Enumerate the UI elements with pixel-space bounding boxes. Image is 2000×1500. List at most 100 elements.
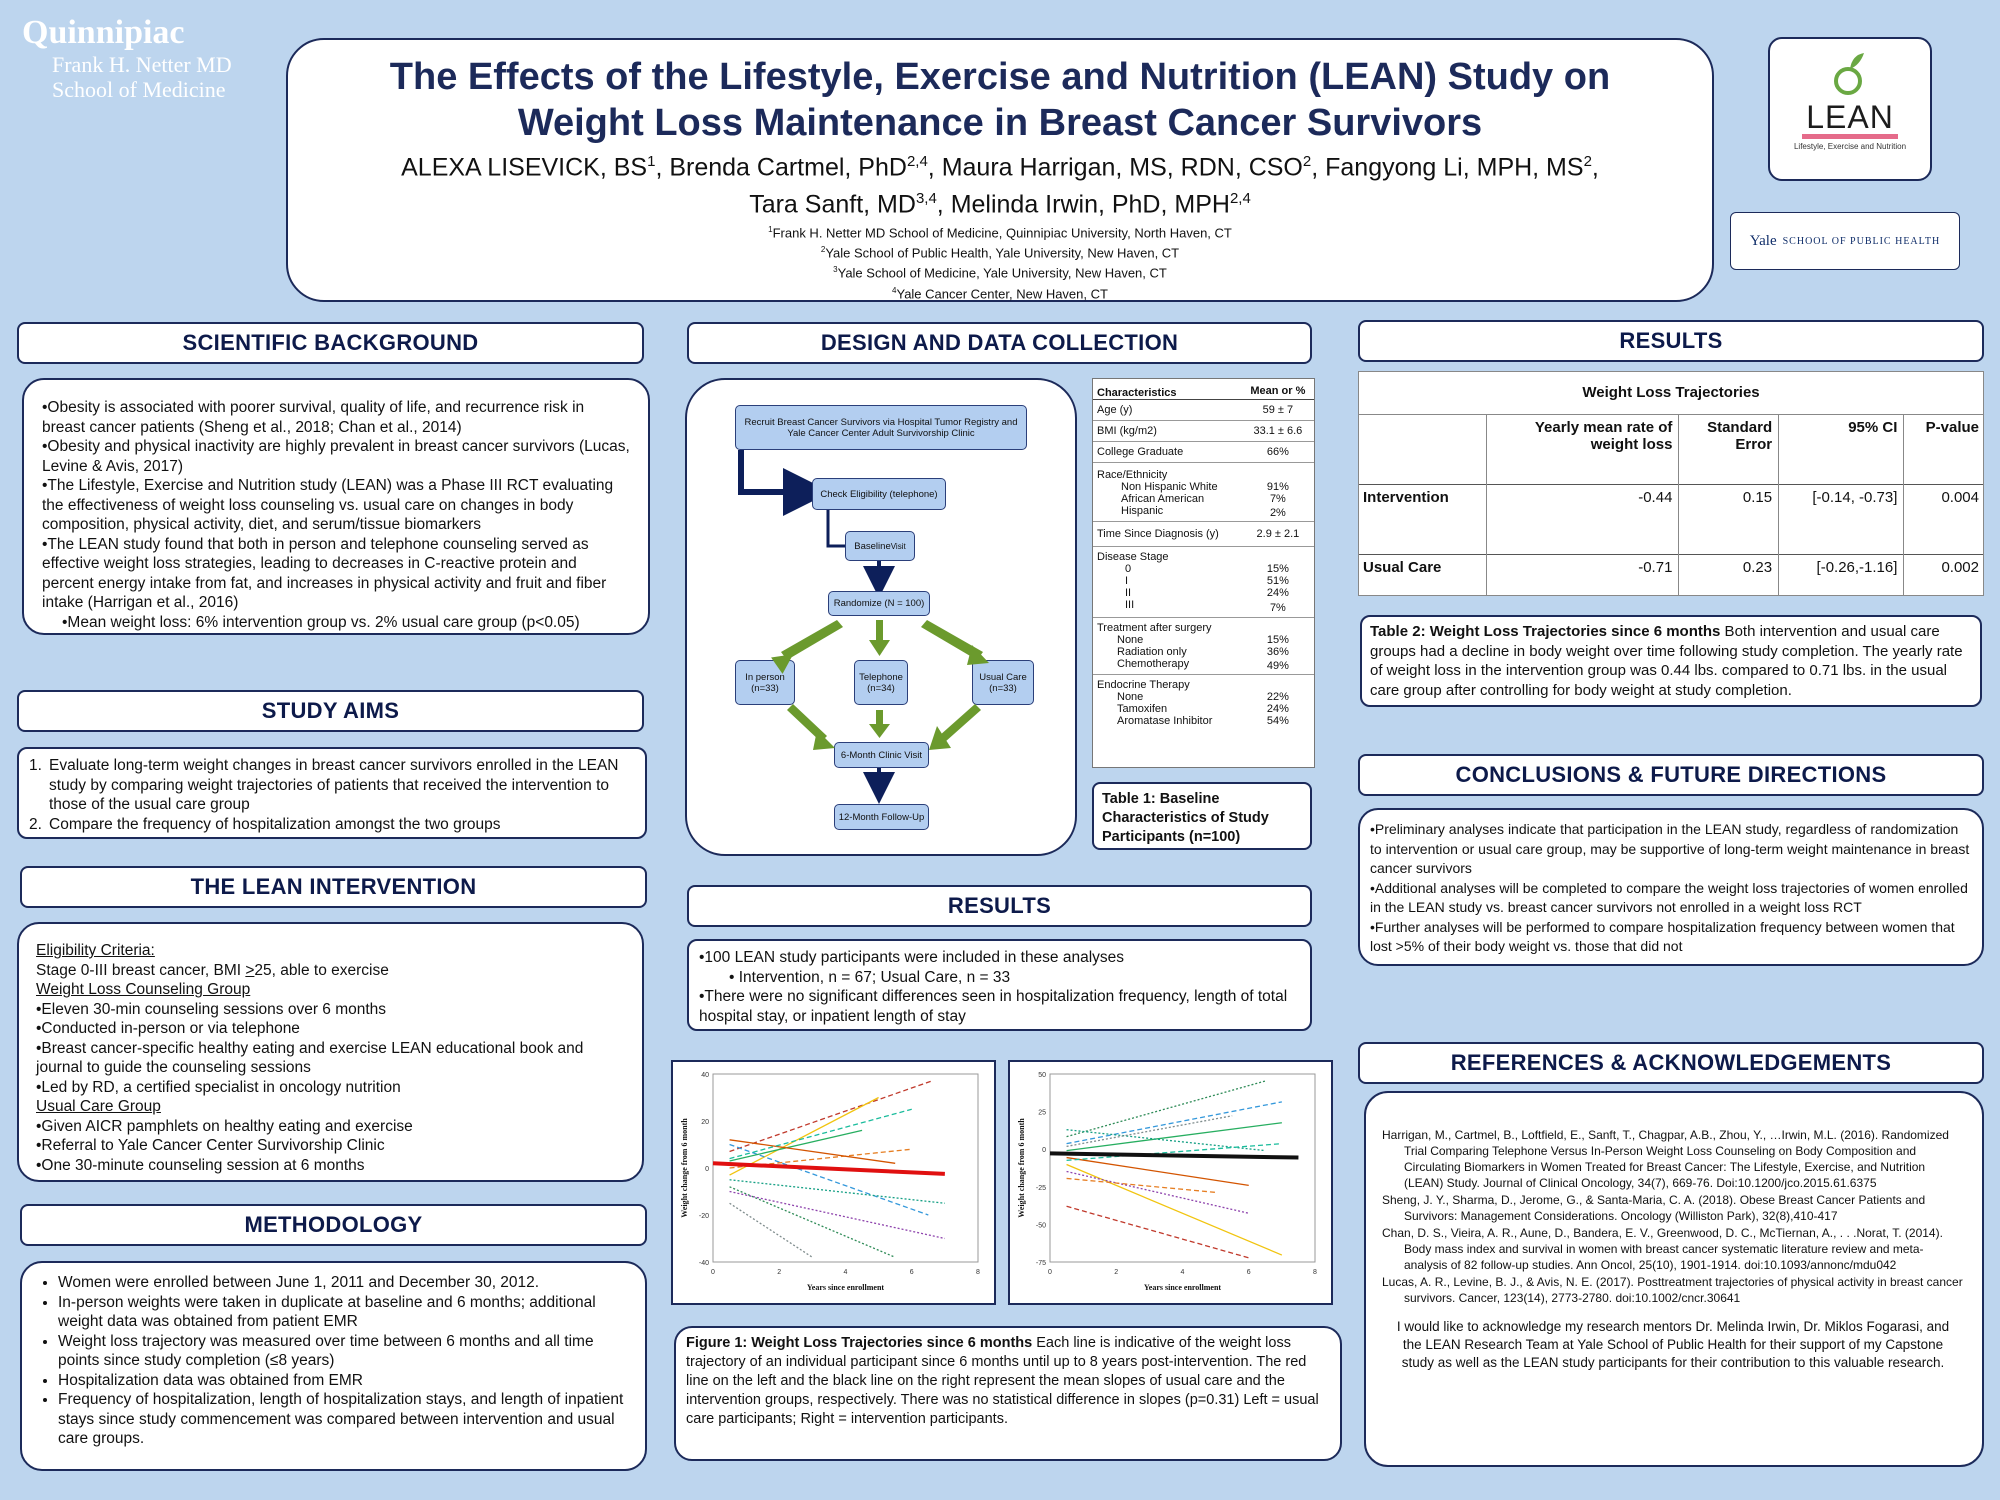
x-tick-label: 0 bbox=[711, 1269, 715, 1276]
t1-age: Age (y) bbox=[1097, 404, 1133, 416]
t1-col-mean: Mean or % bbox=[1250, 385, 1306, 397]
aims-box: 1. Evaluate long-term weight changes in b… bbox=[17, 747, 647, 839]
t1-race-2: African American bbox=[1121, 493, 1205, 505]
weight-loss-group-heading: Weight Loss Counseling Group bbox=[36, 981, 251, 998]
trajectory-line bbox=[729, 1202, 813, 1258]
table1-box: Characteristics Mean or % Age (y) 59 ± 7 B… bbox=[1092, 378, 1315, 768]
x-axis-label: Years since enrollment bbox=[1144, 1283, 1222, 1292]
background-bullet-5: •Mean weight loss: 6% intervention group… bbox=[62, 613, 580, 631]
table2-col-rate: Yearly mean rate of weight loss bbox=[1486, 414, 1680, 484]
t1-age-value: 59 ± 7 bbox=[1262, 404, 1294, 416]
intervention-heading: THE LEAN INTERVENTION bbox=[20, 866, 647, 908]
table2-intervention-ci: [-0.14, -0.73] bbox=[1778, 484, 1905, 554]
t1-treatment: Treatment after surgery bbox=[1097, 622, 1212, 634]
quinnipiac-logo: Quinnipiac Frank H. Netter MD School of … bbox=[22, 14, 282, 102]
t1-stage-2: II bbox=[1125, 587, 1132, 599]
t1-stage-3-value: 7% bbox=[1269, 602, 1286, 614]
method-bullet-1: Women were enrolled between June 1, 2011… bbox=[58, 1273, 635, 1293]
results-right-heading: RESULTS bbox=[1358, 320, 1984, 362]
t1-endocrine-2: Tamoxifen bbox=[1117, 703, 1168, 715]
method-bullet-5: Frequency of hospitalization, length of … bbox=[58, 1390, 635, 1449]
background-bullet-2: •Obesity and physical inactivity are hig… bbox=[42, 438, 630, 475]
uc-bullet-1: •Given AICR pamphlets on healthy eating … bbox=[36, 1117, 413, 1135]
t1-stage-1-value: 51% bbox=[1266, 575, 1289, 587]
fc-6-month: 6-Month Clinic Visit bbox=[834, 742, 929, 768]
chart-usual-care-svg: 0 2 4 6 8 40 20 0 -20 -40 Years since enrollment We… bbox=[680, 1072, 980, 1292]
y-tick-label: -50 bbox=[1036, 1222, 1046, 1229]
results-mid-heading: RESULTS bbox=[687, 885, 1312, 927]
reference-2: Sheng, J. Y., Sharma, D., Jerome, G., & … bbox=[1382, 1193, 1926, 1223]
figure1-caption-text: Each line is indicative of the weight lo… bbox=[686, 1335, 1319, 1427]
references-box: Harrigan, M., Cartmel, B., Loftfield, E.… bbox=[1364, 1091, 1984, 1467]
table2-row-usual-care: Usual Care bbox=[1359, 554, 1487, 595]
fc-in-person: In person (n=33) bbox=[735, 660, 795, 705]
t1-race: Race/Ethnicity bbox=[1097, 469, 1168, 481]
mean-slope-line bbox=[1049, 1151, 1299, 1160]
poster-title-line1: The Effects of the Lifestyle, Exercise a… bbox=[389, 56, 1611, 98]
t1-endocrine-3-value: 54% bbox=[1266, 715, 1289, 727]
reference-4: Lucas, A. R., Levine, B. J., & Avis, N. … bbox=[1382, 1275, 1963, 1305]
trajectory-line bbox=[1066, 1122, 1282, 1152]
acknowledgement: I would like to acknowledge my research … bbox=[1396, 1319, 1950, 1370]
design-heading: DESIGN AND DATA COLLECTION bbox=[687, 322, 1312, 364]
results-mid-bullet-1: •100 LEAN study participants were includ… bbox=[699, 949, 1125, 966]
netter-line2: School of Medicine bbox=[52, 77, 226, 102]
background-bullet-4: •The LEAN study found that both in perso… bbox=[42, 535, 607, 612]
y-tick-label: 0 bbox=[1042, 1147, 1046, 1154]
lean-wordmark: LEAN bbox=[1806, 99, 1894, 135]
t1-endocrine-2-value: 24% bbox=[1266, 703, 1289, 715]
conclusions-heading: CONCLUSIONS & FUTURE DIRECTIONS bbox=[1358, 754, 1984, 796]
methodology-heading: METHODOLOGY bbox=[20, 1204, 647, 1246]
aims-heading: STUDY AIMS bbox=[17, 690, 644, 732]
reference-1: Harrigan, M., Cartmel, B., Loftfield, E.… bbox=[1382, 1128, 1949, 1190]
fc-12-month: 12-Month Follow-Up bbox=[834, 804, 929, 830]
x-tick-label: 6 bbox=[910, 1269, 914, 1276]
t1-race-1-value: 91% bbox=[1266, 481, 1289, 493]
conclusion-3: •Further analyses will be performed to c… bbox=[1370, 918, 1955, 955]
fc-telephone: Telephone (n=34) bbox=[854, 660, 908, 705]
t1-time-since-diagnosis: Time Since Diagnosis (y) bbox=[1097, 528, 1219, 540]
x-tick-label: 6 bbox=[1247, 1269, 1251, 1276]
t1-treatment-3-value: 49% bbox=[1266, 660, 1289, 672]
figure1-caption-title: Figure 1: Weight Loss Trajectories since… bbox=[686, 1335, 1033, 1351]
mean-slope-line bbox=[712, 1161, 945, 1176]
t1-endocrine-3: Aromatase Inhibitor bbox=[1117, 715, 1213, 727]
results-mid-bullet-3: •There were no significant differences s… bbox=[699, 988, 1288, 1025]
wl-bullet-4: •Led by RD, a certified specialist in on… bbox=[36, 1078, 401, 1096]
method-bullet-3: Weight loss trajectory was measured over… bbox=[58, 1332, 635, 1371]
t1-bmi-value: 33.1 ± 6.6 bbox=[1253, 425, 1303, 437]
t1-stage-2-value: 24% bbox=[1266, 587, 1289, 599]
table2-usual-care-p: 0.002 bbox=[1941, 558, 1979, 576]
x-tick-label: 0 bbox=[1048, 1269, 1052, 1276]
t1-stage: Disease Stage bbox=[1097, 551, 1169, 563]
trajectory-line bbox=[1066, 1129, 1266, 1152]
x-tick-label: 8 bbox=[976, 1269, 980, 1276]
t1-treatment-1-value: 15% bbox=[1266, 634, 1289, 646]
table2-col-p: P-value bbox=[1925, 418, 1979, 436]
background-box: •Obesity is associated with poorer survi… bbox=[22, 378, 650, 635]
t1-endocrine-1-value: 22% bbox=[1266, 691, 1289, 703]
reference-3: Chan, D. S., Vieira, A. R., Aune, D., Ba… bbox=[1382, 1226, 1943, 1272]
table2-box: Weight Loss Trajectories Yearly mean rat… bbox=[1358, 371, 1984, 596]
y-tick-label: 50 bbox=[1038, 1072, 1046, 1079]
t1-treatment-2: Radiation only bbox=[1117, 646, 1187, 658]
table2-caption: Table 2: Weight Loss Trajectories since … bbox=[1360, 615, 1982, 707]
chart-intervention-svg: 0 2 4 6 8 50 25 0 -25 -50 -75 Years since enrollmen… bbox=[1017, 1072, 1317, 1292]
background-bullet-1: •Obesity is associated with poorer survi… bbox=[42, 399, 585, 436]
y-axis-label: Weight change from 6 month bbox=[680, 1118, 689, 1218]
poster-title-line2: Weight Loss Maintenance in Breast Cancer… bbox=[517, 102, 1483, 144]
lean-logo-bar bbox=[1802, 134, 1898, 139]
authors-line2: Tara Sanft, MD3,4, Melinda Irwin, PhD, M… bbox=[749, 190, 1251, 219]
lean-tagline: Lifestyle, Exercise and Nutrition bbox=[1793, 142, 1907, 151]
apple-icon bbox=[1834, 53, 1864, 95]
t1-race-3-value: 2% bbox=[1269, 507, 1286, 519]
netter-line1: Frank H. Netter MD bbox=[52, 52, 232, 77]
table2-intervention-rate: -0.44 bbox=[1486, 484, 1680, 554]
table2-row-intervention: Intervention bbox=[1359, 484, 1487, 554]
usual-care-heading: Usual Care Group bbox=[36, 1098, 161, 1115]
yale-logo: Yale SCHOOL OF PUBLIC HEALTH bbox=[1730, 212, 1960, 270]
table2-intervention-p: 0.004 bbox=[1941, 488, 1979, 506]
t1-race-1: Non Hispanic White bbox=[1121, 481, 1218, 493]
trajectory-line bbox=[729, 1096, 879, 1176]
t1-stage-0: 0 bbox=[1125, 563, 1132, 575]
